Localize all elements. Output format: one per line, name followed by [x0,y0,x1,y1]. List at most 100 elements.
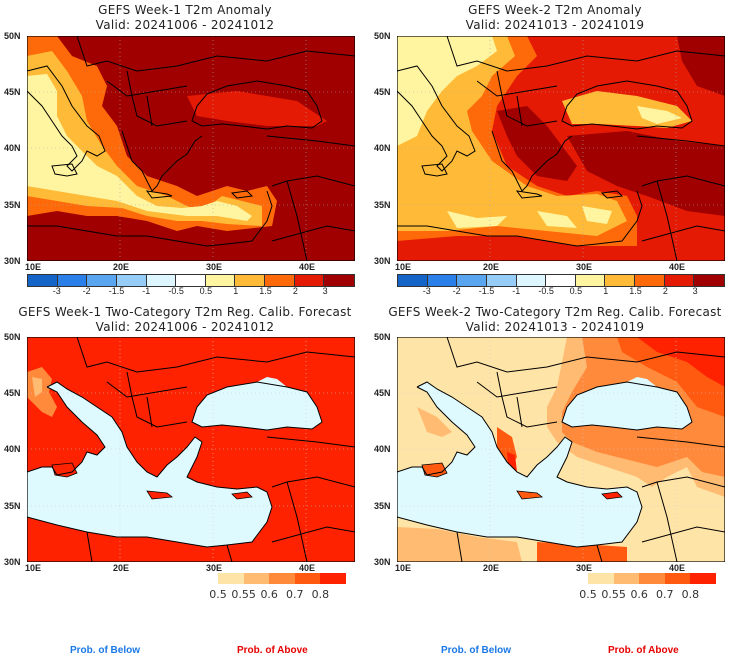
colorbar-swatch [398,275,428,286]
colorbar-label: 3 [692,286,698,296]
colorbar-swatch [87,275,117,286]
anomaly-colorbar [397,274,725,287]
colorbar-swatch [218,573,244,584]
anomaly-colorbar [27,274,355,287]
colorbar-swatch [635,275,665,286]
anomaly-region-weak [27,74,252,221]
colorbar-label: 0.8 [681,588,700,601]
panel-title: GEFS Week-2 T2m Anomaly [468,3,642,17]
colorbar-swatch [546,275,576,286]
colorbar-label: 0.7 [656,588,674,601]
black-sea [562,377,692,430]
mediterranean-sea [27,382,272,547]
lon-label: 10E [25,262,42,272]
lat-label: 30N [374,557,391,567]
probability-colorbar-labels: 0.5 0.55 0.6 0.7 0.8 [579,588,716,602]
colorbar-label: 0.5 [579,588,597,601]
lat-label: 50N [374,31,391,41]
lat-label: 35N [4,200,21,210]
lon-label: 20E [113,262,130,272]
coastlines-borders [27,337,355,562]
lon-label: 30E [576,563,593,573]
anomaly-region-light [397,36,627,236]
colorbar-label: -2 [82,286,91,296]
lon-label: 10E [25,563,42,573]
colorbar-swatch [320,573,346,584]
lat-label: 40N [4,143,21,153]
colorbar-label: -1 [142,286,151,296]
lon-label: 40E [669,563,686,573]
panel-week1-probability: GEFS Week-1 Two-Category T2m Reg. Calib.… [0,300,370,610]
lat-label: 45N [374,388,391,398]
colorbar-swatch [235,275,265,286]
coastlines-borders [397,36,725,261]
lat-label: 50N [4,31,21,41]
colorbar-swatch [146,275,177,286]
colorbar-label: 0.5 [209,588,227,601]
probability-colorbar [588,573,716,584]
colorbar-swatch [613,573,640,584]
lat-label: 40N [374,143,391,153]
colorbar-swatch [28,275,58,286]
colorbar-label: 0.6 [260,588,278,601]
colorbar-label: 0.6 [630,588,648,601]
colorbar-swatch [269,573,295,584]
panel-week2-anomaly: GEFS Week-2 T2m Anomaly Valid: 20241013 … [370,0,740,310]
anomaly-region-strong [497,106,577,181]
lat-label: 35N [374,501,391,511]
lon-label: 30E [206,563,223,573]
panel-valid-dates: Valid: 20241013 - 20241019 [465,18,645,32]
colorbar-label: 0.55 [231,588,256,601]
colorbar-swatch [265,275,295,286]
map-gridlines [27,337,355,562]
panel-week2-probability: GEFS Week-2 Two-Category T2m Reg. Calib.… [370,300,740,610]
panel-title: GEFS Week-1 T2m Anomaly [98,3,272,17]
colorbar-swatch [694,275,724,286]
map-gridlines [397,337,725,562]
probability-colorbar-labels: 0.5 0.55 0.6 0.7 0.8 [209,588,346,602]
anomaly-region-weak [397,36,497,146]
colorbar-label: 2 [662,286,668,296]
colorbar-label: 1 [233,286,239,296]
black-sea-anomaly [187,91,327,126]
lat-label: 50N [374,332,391,342]
lon-label: 40E [669,262,686,272]
colorbar-label: 0.55 [601,588,626,601]
lat-label: 35N [374,200,391,210]
colorbar-swatch [486,275,517,286]
colorbar-swatch [294,275,325,286]
colorbar-label: 2 [292,286,298,296]
panel-title: GEFS Week-2 Two-Category T2m Reg. Calib.… [388,305,722,319]
colorbar-swatch [294,573,321,584]
colorbar-swatch [324,275,354,286]
colorbar-swatch [176,275,206,286]
black-sea [192,377,322,430]
colorbar-label: 1.5 [259,286,272,296]
colorbar-swatch [243,573,270,584]
colorbar-swatch [664,275,695,286]
lat-label: 30N [374,256,391,266]
lat-label: 50N [4,332,21,342]
colorbar-label: -1.5 [108,286,125,296]
probability-colorbar [218,573,346,584]
probability-region-08 [637,337,725,387]
lat-label: 40N [374,444,391,454]
panel-title: GEFS Week-1 Two-Category T2m Reg. Calib.… [18,305,352,319]
colorbar-swatch [575,275,606,286]
lon-label: 40E [299,262,316,272]
lon-label: 40E [299,563,316,573]
colorbar-swatch [427,275,458,286]
panel-valid-dates: Valid: 20241006 - 20241012 [95,320,275,334]
colorbar-swatch [516,275,547,286]
lat-label: 30N [4,557,21,567]
colorbar-label: 1 [603,286,609,296]
panel-week1-anomaly: GEFS Week-1 T2m Anomaly Valid: 20241006 … [0,0,370,310]
footer-above-label-right: Prob. of Above [608,645,679,656]
colorbar-label: 0.7 [286,588,304,601]
lon-label: 10E [395,563,412,573]
colorbar-label: -1 [512,286,521,296]
anomaly-colorbar-labels: -3 -2 -1.5 -1 -0.5 0.5 1 1.5 2 3 [397,286,725,298]
colorbar-swatch [690,573,716,584]
anomaly-map [397,36,725,261]
lon-label: 10E [395,262,412,272]
